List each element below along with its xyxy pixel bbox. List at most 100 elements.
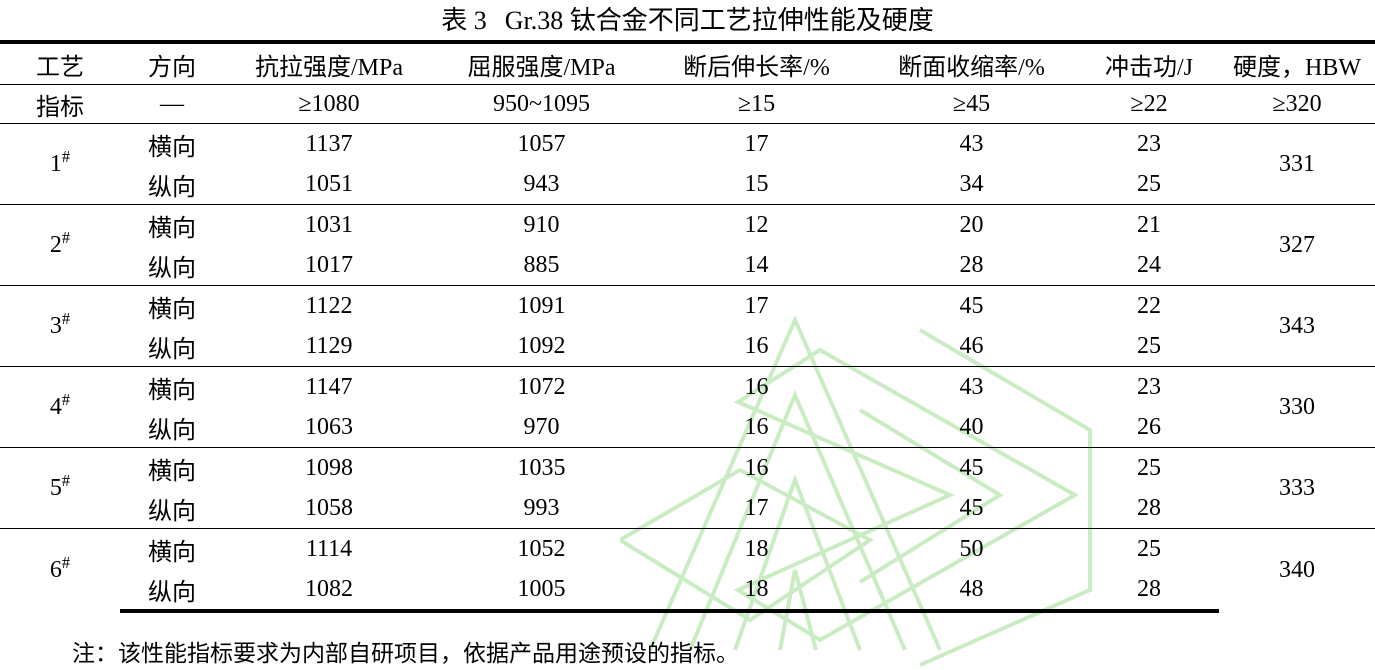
cell-tensile-strength: 1137 [224,123,434,164]
spec-elongation: ≥15 [649,84,864,124]
cell-elongation: 16 [744,332,769,359]
spec-reduction-of-area: ≥45 [864,84,1079,124]
cell-direction: 纵向 [148,336,196,363]
cell-direction: 纵向 [148,174,196,201]
cell-tensile-strength: 1098 [224,447,434,488]
cell-impact-energy: 25 [1079,528,1219,569]
spec-yield-strength: 950~1095 [434,84,649,124]
cell-reduction-of-area: 43 [864,366,1079,407]
cell-reduction-of-area: 20 [864,204,1079,245]
column-header-elongation: 断后伸长率/% [649,40,864,85]
cell-elongation: 18 [649,569,864,613]
spec-process: 指标 [0,84,120,124]
cell-reduction-of-area: 45 [864,285,1079,326]
cell-yield-strength: 993 [523,494,560,521]
column-header-process: 工艺 [0,40,120,85]
cell-hardness: 343 [1219,285,1375,367]
cell-yield-strength: 1091 [434,285,649,326]
table-row: 5# 横向 1098 1035 16 45 25 333 [0,447,1375,529]
cell-process: 2# [0,204,120,286]
cell-tensile-strength: 1051 [305,170,353,197]
cell-direction: 纵向 [148,255,196,282]
table-row: 6# 横向 1114 1052 18 50 25 340 [0,528,1375,611]
cell-hardness: 331 [1219,123,1375,205]
cell-impact-energy: 28 [1137,494,1161,521]
cell-elongation: 17 [744,494,769,521]
cell-hardness: 340 [1219,528,1375,611]
cell-direction: 横向 [120,123,224,164]
cell-tensile-strength: 1147 [224,366,434,407]
cell-tensile-strength: 1063 [305,413,353,440]
table-header: 工艺 方向 抗拉强度/MPa 屈服强度/MPa 断后伸长率/% 断面收缩率/% … [0,40,1375,85]
spec-direction: — [120,84,224,124]
cell-hardness: 327 [1219,204,1375,286]
table-row: 纵向 1058 993 17 45 28 [0,488,1375,529]
cell-elongation: 17 [649,285,864,326]
cell-impact-energy: 21 [1079,204,1219,245]
table-row: 纵向 1129 1092 16 46 25 [0,326,1375,367]
process-hash: # [61,308,71,328]
cell-yield-strength: 885 [523,251,560,278]
cell-elongation: 16 [744,413,769,440]
process-hash: # [61,389,71,409]
cell-tensile-strength: 1058 [305,494,353,521]
cell-tensile-strength: 1017 [305,251,353,278]
cell-reduction-of-area: 50 [864,528,1079,569]
cell-tensile-strength: 1122 [224,285,434,326]
cell-hardness: 333 [1219,447,1375,529]
cell-reduction-of-area: 40 [959,413,984,440]
cell-elongation: 15 [744,170,769,197]
cell-yield-strength: 1092 [517,332,566,359]
column-header-impact-energy: 冲击功/J [1079,40,1219,85]
cell-direction: 横向 [120,204,224,245]
process-number: 5 [49,474,62,501]
cell-impact-energy: 25 [1137,170,1161,197]
cell-process: 5# [0,447,120,529]
cell-impact-energy: 23 [1079,366,1219,407]
process-number: 3 [49,312,62,339]
table-row: 3# 横向 1122 1091 17 45 22 343 [0,285,1375,367]
cell-direction: 纵向 [120,569,224,613]
cell-tensile-strength: 1082 [224,569,434,613]
cell-yield-strength: 970 [523,413,560,440]
header-row: 工艺 方向 抗拉强度/MPa 屈服强度/MPa 断后伸长率/% 断面收缩率/% … [0,40,1375,85]
performance-table: 工艺 方向 抗拉强度/MPa 屈服强度/MPa 断后伸长率/% 断面收缩率/% … [0,40,1375,613]
cell-reduction-of-area: 45 [959,494,984,521]
cell-yield-strength: 943 [523,170,560,197]
spec-impact-energy: ≥22 [1079,84,1219,124]
cell-elongation: 16 [649,366,864,407]
cell-direction: 纵向 [148,498,196,525]
cell-impact-energy: 22 [1079,285,1219,326]
table-body: 指标 — ≥1080 950~1095 ≥15 ≥45 ≥22 ≥320 1# … [0,84,1375,613]
cell-reduction-of-area: 45 [864,447,1079,488]
process-hash: # [61,227,71,247]
column-header-tensile-strength: 抗拉强度/MPa [224,40,434,85]
cell-tensile-strength: 1129 [305,332,353,359]
table-row: 1# 横向 1137 1057 17 43 23 331 [0,123,1375,205]
cell-process: 1# [0,123,120,205]
column-header-hardness: 硬度，HBW [1219,40,1375,85]
cell-process: 4# [0,366,120,448]
process-number: 6 [49,556,62,583]
cell-impact-energy: 25 [1137,332,1161,359]
cell-elongation: 18 [649,528,864,569]
process-hash: # [61,470,71,490]
cell-direction: 纵向 [148,417,196,444]
process-hash: # [61,552,71,572]
table-row: 2# 横向 1031 910 12 20 21 327 [0,204,1375,286]
cell-tensile-strength: 1031 [224,204,434,245]
table-row: 4# 横向 1147 1072 16 43 23 330 [0,366,1375,448]
table-page: 表 3 Gr.38 钛合金不同工艺拉伸性能及硬度 工艺 方向 抗拉强度/MPa 屈… [0,6,1375,666]
cell-yield-strength: 1057 [434,123,649,164]
cell-yield-strength: 1035 [434,447,649,488]
cell-elongation: 12 [649,204,864,245]
cell-direction: 横向 [120,528,224,569]
cell-impact-energy: 24 [1137,251,1161,278]
table-row: 纵向 1082 1005 18 48 28 [0,569,1375,613]
cell-elongation: 14 [744,251,769,278]
process-number: 4 [49,393,62,420]
cell-impact-energy: 26 [1137,413,1161,440]
process-number: 2 [49,231,62,258]
cell-yield-strength: 1052 [434,528,649,569]
column-header-yield-strength: 屈服强度/MPa [434,40,649,85]
